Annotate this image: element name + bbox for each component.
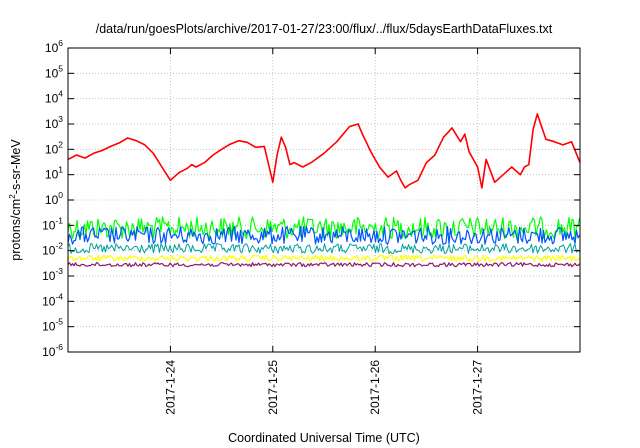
y-tick-label: 10-1 [42,215,63,232]
y-tick-exponent: -6 [55,342,63,352]
y-tick-exponent: -2 [55,241,63,251]
y-tick-exponent: 0 [58,190,63,200]
chart-title: /data/run/goesPlots/archive/2017-01-27/2… [96,22,553,36]
y-tick-base: 10 [45,92,59,106]
y-tick-exponent: 1 [58,165,63,175]
y-axis-label-base: protons/cm [9,199,23,261]
y-tick-base: 10 [42,294,56,308]
y-axis: 10-610-510-410-310-210-11001011021031041… [42,38,580,359]
x-axis: 2017-1-24 2017-1-25 2017-1-26 2017-1-27 [163,48,485,415]
y-axis-label: protons/cm2-s-sr-MeV [7,139,23,261]
y-tick-label: 10-4 [42,291,63,308]
grid [68,48,580,352]
y-tick-label: 103 [45,114,63,131]
series-line-3 [67,225,581,245]
y-tick-base: 10 [45,142,59,156]
y-tick-base: 10 [42,269,56,283]
series-layer [67,113,581,268]
y-tick-base: 10 [45,193,59,207]
y-tick-base: 10 [42,320,56,334]
y-tick-label: 104 [45,89,63,106]
y-tick-exponent: 5 [58,63,63,73]
y-tick-base: 10 [42,218,56,232]
y-tick-exponent: -3 [55,266,63,276]
y-tick-label: 10-6 [42,342,63,359]
series-line-5 [67,254,581,262]
y-tick-label: 106 [45,38,63,55]
y-tick-exponent: 4 [58,89,63,99]
y-tick-base: 10 [45,168,59,182]
y-tick-exponent: -1 [55,215,63,225]
y-tick-label: 101 [45,165,63,182]
x-tick-label: 2017-1-25 [266,360,280,415]
y-tick-label: 10-2 [42,241,63,258]
y-tick-label: 105 [45,63,63,80]
y-tick-exponent: 2 [58,139,63,149]
y-tick-base: 10 [45,41,59,55]
y-tick-exponent: 6 [58,38,63,48]
x-tick-label: 2017-1-24 [163,360,177,415]
y-tick-exponent: -5 [55,317,63,327]
y-tick-base: 10 [45,66,59,80]
y-tick-base: 10 [42,244,56,258]
series-line-6 [67,262,580,268]
y-tick-base: 10 [42,345,56,359]
y-axis-label-sup: 2 [7,194,17,199]
x-axis-label: Coordinated Universal Time (UTC) [228,431,420,445]
y-tick-exponent: 3 [58,114,63,124]
y-tick-label: 10-3 [42,266,63,283]
x-tick-label: 2017-1-27 [471,360,485,415]
y-tick-label: 100 [45,190,63,207]
x-tick-label: 2017-1-26 [368,360,382,415]
series-line-4 [67,243,580,255]
y-tick-label: 102 [45,139,63,156]
y-tick-label: 10-5 [42,317,63,334]
y-tick-exponent: -4 [55,291,63,301]
y-tick-base: 10 [45,117,59,131]
series-line-1 [67,113,581,189]
y-axis-label-rest: -s-sr-MeV [9,139,23,195]
